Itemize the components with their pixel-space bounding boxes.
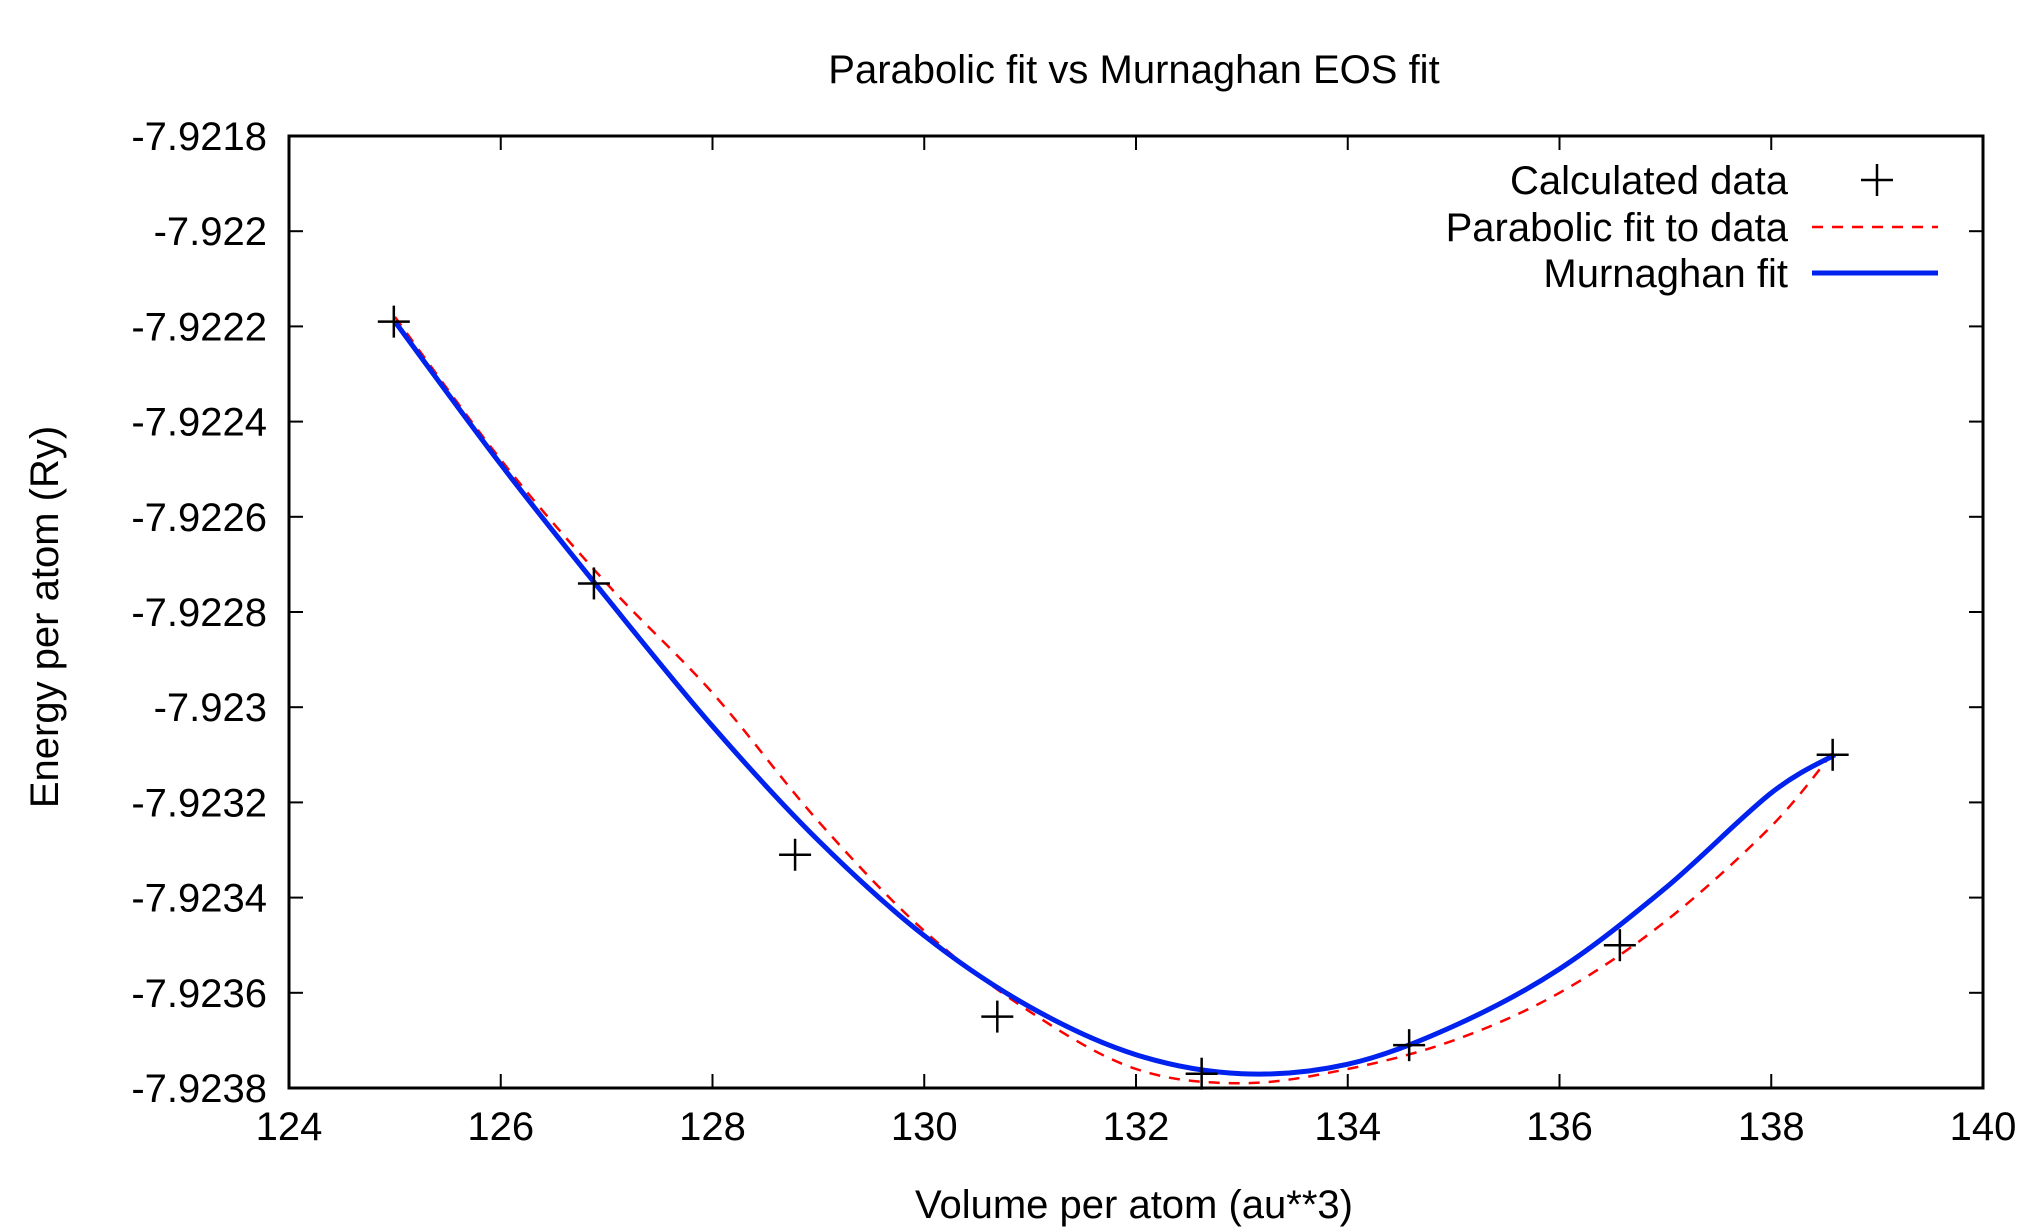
- y-tick-label: -7.9234: [131, 877, 267, 921]
- y-tick-label: -7.9232: [131, 781, 267, 825]
- murnaghan-fit-line: [392, 320, 1837, 1077]
- data-point-marker: [1816, 738, 1849, 771]
- data-point-marker: [779, 838, 812, 871]
- chart-title: Parabolic fit vs Murnaghan EOS fit: [828, 48, 1439, 92]
- y-axis-label: Energy per atom (Ry): [23, 426, 67, 808]
- legend-label: Murnaghan fit: [1543, 252, 1788, 296]
- x-tick-label: 124: [256, 1105, 323, 1149]
- x-tick-label: 126: [467, 1105, 534, 1149]
- x-tick-label: 128: [679, 1105, 746, 1149]
- legend-label: Parabolic fit to data: [1446, 206, 1789, 250]
- legend-label: Calculated data: [1510, 159, 1789, 203]
- plot-frame: [287, 134, 1985, 1090]
- y-tick-label: -7.9218: [131, 115, 267, 159]
- plot-series: [377, 305, 1849, 1090]
- y-tick-label: -7.9226: [131, 496, 267, 540]
- y-tick-label: -7.923: [154, 686, 267, 730]
- y-tick-label: -7.9228: [131, 591, 267, 635]
- y-tick-label: -7.9224: [131, 401, 267, 445]
- data-point-marker: [1603, 929, 1636, 962]
- data-point-marker: [1185, 1057, 1218, 1090]
- x-axis-label: Volume per atom (au**3): [915, 1183, 1353, 1227]
- data-point-marker: [577, 567, 610, 600]
- data-point-marker: [1393, 1029, 1426, 1062]
- x-tick-label: 132: [1103, 1105, 1170, 1149]
- x-tick-label: 134: [1314, 1105, 1381, 1149]
- x-tick-label: 136: [1526, 1105, 1593, 1149]
- data-point-marker: [981, 1000, 1014, 1033]
- parabolic-fit-line: [393, 316, 1836, 1085]
- legend-marker-plus: [1861, 164, 1893, 196]
- data-point-marker: [377, 305, 410, 338]
- y-tick-label: -7.9238: [131, 1067, 267, 1111]
- x-tick-label: 140: [1950, 1105, 2017, 1149]
- y-tick-label: -7.922: [154, 210, 267, 254]
- y-tick-label: -7.9236: [131, 972, 267, 1016]
- axis-ticks: 124 126 128 130 132 134 136 138 140 -7.9218 -7.922…: [131, 115, 2016, 1149]
- y-tick-label: -7.9222: [131, 305, 267, 349]
- x-tick-label: 130: [891, 1105, 958, 1149]
- x-tick-label: 138: [1738, 1105, 1805, 1149]
